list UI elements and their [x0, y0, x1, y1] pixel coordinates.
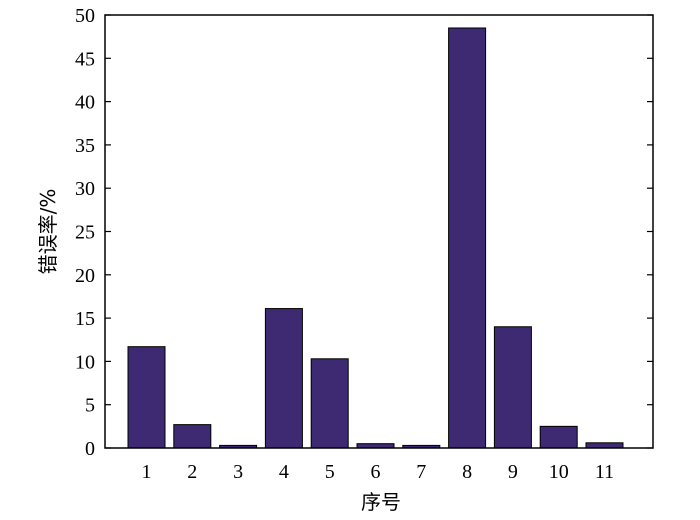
x-tick-label: 8 — [462, 461, 472, 483]
bar-1 — [127, 346, 166, 449]
x-tick-label: 7 — [416, 461, 426, 483]
bar-11 — [585, 442, 624, 449]
y-axis-title: 错误率/% — [36, 189, 60, 275]
x-tick-label: 6 — [371, 461, 381, 483]
bar-9 — [493, 326, 532, 449]
x-tick-label: 1 — [142, 461, 152, 483]
x-tick-label: 5 — [325, 461, 335, 483]
x-tick-label: 10 — [549, 461, 569, 483]
x-tick-label: 9 — [508, 461, 518, 483]
x-tick-label: 3 — [233, 461, 243, 483]
y-tick-label: 35 — [75, 135, 95, 157]
bar-4 — [264, 308, 303, 449]
x-tick-label: 2 — [187, 461, 197, 483]
y-tick-label: 50 — [75, 5, 95, 27]
y-tick-label: 20 — [75, 265, 95, 287]
bars — [127, 27, 624, 449]
x-tick-label: 11 — [595, 461, 614, 483]
y-axis-ticks: 0 5 10 15 20 25 30 35 40 45 50 — [75, 5, 653, 460]
y-tick-label: 10 — [75, 351, 95, 373]
y-tick-label: 15 — [75, 308, 95, 330]
y-tick-label: 30 — [75, 178, 95, 200]
x-axis-ticks: 1 2 3 4 5 6 7 8 9 10 11 — [142, 461, 615, 483]
bar-2 — [173, 424, 212, 449]
y-tick-label: 45 — [75, 48, 95, 70]
y-tick-label: 40 — [75, 92, 95, 114]
y-tick-label: 25 — [75, 222, 95, 244]
y-tick-label: 0 — [85, 438, 95, 460]
y-tick-label: 5 — [85, 395, 95, 417]
x-tick-label: 4 — [279, 461, 289, 483]
plot-frame — [104, 14, 654, 449]
bar-8 — [448, 27, 487, 449]
bar-10 — [539, 425, 578, 449]
x-axis-title: 序号 — [361, 490, 401, 514]
bar-5 — [310, 358, 349, 449]
